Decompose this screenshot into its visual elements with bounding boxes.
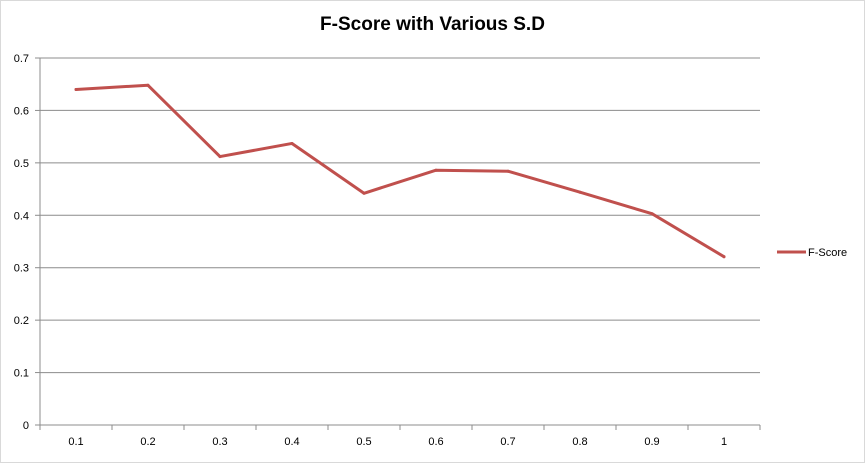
data-point: [74, 87, 78, 91]
data-point: [650, 212, 654, 216]
y-tick-label: 0.5: [14, 158, 29, 170]
data-point: [434, 168, 438, 172]
x-tick-label: 0.8: [572, 436, 587, 448]
chart-title: F-Score with Various S.D: [320, 14, 545, 35]
data-point: [218, 155, 222, 159]
y-tick-label: 0.3: [14, 263, 29, 275]
x-tick-label: 0.4: [284, 436, 299, 448]
x-tick-label: 0.9: [644, 436, 659, 448]
legend-label: F-Score: [808, 247, 847, 259]
x-tick-label: 0.5: [356, 436, 371, 448]
series-lines: [74, 83, 726, 259]
y-tick-labels: 0 0.1 0.2 0.3 0.4 0.5 0.6 0.7: [14, 53, 29, 432]
x-tick-label: 1: [721, 436, 727, 448]
y-tick-label: 0.7: [14, 53, 29, 65]
legend: F-Score: [777, 247, 847, 259]
x-tick-label: 0.7: [500, 436, 515, 448]
data-point: [506, 169, 510, 173]
series-line-fscore: [74, 83, 726, 259]
data-point: [722, 255, 726, 259]
x-tick-labels: 0.1 0.2 0.3 0.4 0.5 0.6 0.7 0.8 0.9 1: [68, 436, 727, 448]
y-tick-label: 0.4: [14, 210, 29, 222]
y-tick-label: 0: [23, 420, 29, 432]
x-tick-label: 0.2: [140, 436, 155, 448]
axes: [35, 57, 761, 430]
data-point: [290, 141, 294, 145]
gridlines: [40, 57, 760, 374]
y-tick-label: 0.6: [14, 105, 29, 117]
data-point: [362, 191, 366, 195]
x-tick-label: 0.1: [68, 436, 83, 448]
y-tick-label: 0.1: [14, 368, 29, 380]
data-point: [146, 83, 150, 87]
y-tick-label: 0.2: [14, 315, 29, 327]
x-tick-label: 0.3: [212, 436, 227, 448]
data-point: [578, 190, 582, 194]
x-tick-label: 0.6: [428, 436, 443, 448]
